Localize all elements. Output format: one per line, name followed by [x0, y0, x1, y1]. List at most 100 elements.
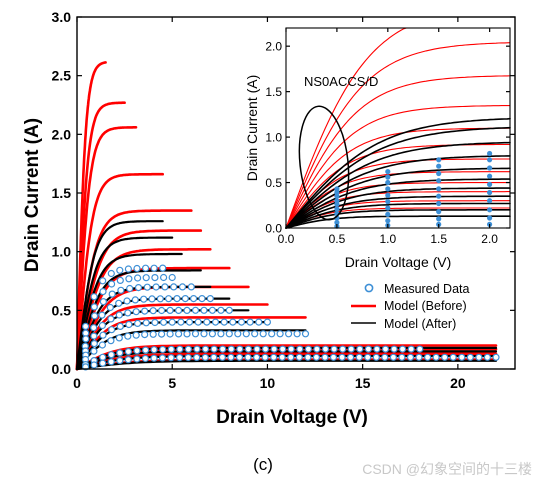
measured-point: [229, 318, 237, 326]
measured-point: [126, 284, 134, 293]
measured-point: [330, 345, 338, 353]
measured-point: [117, 286, 125, 294]
measured-point: [270, 353, 278, 361]
legend-label-model-after: Model (After): [384, 317, 456, 331]
model-after-curve: [75, 220, 164, 371]
measured-point: [150, 354, 158, 362]
measured-point: [208, 306, 216, 314]
measured-point: [385, 192, 391, 198]
measured-point: [184, 345, 192, 353]
model-after-curve: [285, 126, 511, 229]
measured-point: [210, 345, 218, 353]
measured-point: [385, 218, 391, 224]
measured-point: [385, 205, 391, 211]
measured-point: [133, 355, 141, 363]
model-before-curve: [285, 105, 511, 229]
measured-point: [190, 295, 198, 303]
y-tick-label: 2.0: [265, 40, 282, 54]
measured-point: [364, 353, 372, 361]
legend-label-model-before: Model (Before): [384, 299, 467, 313]
measured-point: [385, 179, 391, 186]
measured-point: [159, 345, 167, 354]
measured-point: [237, 318, 246, 326]
measured-point: [385, 186, 391, 192]
measured-point: [211, 318, 220, 326]
measured-point: [436, 163, 442, 169]
measured-point: [124, 348, 132, 356]
measured-point: [253, 353, 261, 361]
measured-point: [106, 303, 114, 312]
measured-point: [334, 206, 340, 212]
measured-point: [198, 295, 206, 303]
measured-point: [150, 264, 158, 272]
measured-point: [487, 198, 493, 204]
measured-point: [415, 353, 423, 361]
x-tick-label: 20: [450, 375, 466, 391]
measured-point: [142, 319, 150, 327]
model-after-curve: [285, 141, 511, 229]
measured-point: [208, 330, 216, 338]
measured-point: [132, 331, 140, 339]
measured-point: [134, 274, 142, 282]
measured-point: [218, 353, 226, 361]
plot-frame: [285, 27, 511, 229]
model-after-curve: [75, 359, 498, 371]
main-y-axis-label: Drain Current (A): [22, 118, 43, 272]
x-tick-label: 1.5: [430, 232, 447, 246]
model-before-curve: [75, 344, 498, 371]
measured-point: [90, 293, 98, 301]
measured-point: [167, 354, 175, 362]
main-x-axis-label: Drain Voltage (V): [216, 407, 368, 428]
measured-point: [124, 356, 132, 364]
measured-point: [225, 306, 233, 314]
measured-point: [487, 215, 493, 221]
measured-point: [115, 299, 123, 307]
main-axes: [76, 16, 516, 370]
inset-tick-labels: 0.0 0.5 1.0 1.5 2.0 0.0 0.5 1.0 1.5 2.0: [265, 40, 498, 246]
measured-point: [355, 353, 363, 361]
measured-point: [176, 354, 184, 362]
measured-point: [381, 353, 389, 361]
model-before-curve: [75, 172, 164, 371]
measured-point: [466, 353, 474, 361]
measured-point: [193, 345, 201, 353]
model-before-curve: [75, 101, 126, 371]
measured-point: [173, 295, 181, 303]
measured-point: [285, 330, 293, 338]
measured-point: [141, 354, 149, 363]
measured-point: [149, 330, 157, 338]
y-tick-label: 3.0: [52, 9, 72, 25]
model-after-curve: [285, 195, 511, 229]
measured-point: [177, 318, 185, 326]
measured-point: [116, 266, 124, 274]
measured-point: [372, 353, 380, 361]
measured-point: [99, 331, 107, 339]
measured-point: [183, 306, 191, 314]
measured-point: [131, 296, 139, 304]
measured-point: [487, 165, 493, 171]
measured-point: [90, 340, 98, 348]
measured-point: [287, 353, 295, 361]
measured-point: [436, 216, 442, 222]
model-after-curve: [285, 202, 511, 229]
measured-point: [99, 277, 107, 285]
measured-point: [107, 326, 116, 334]
model-after-curve: [75, 252, 183, 371]
measured-point: [178, 283, 187, 291]
inset-plot: 0.0 0.5 1.0 1.5 2.0 0.0 0.5 1.0 1.5 2.0 NS0ACCS/D…: [244, 27, 511, 270]
measured-point: [487, 173, 493, 179]
inset-y-axis-label: Drain Current (A): [244, 75, 260, 182]
measured-point: [200, 306, 208, 314]
measured-point: [167, 345, 175, 353]
model-after-curve: [285, 167, 511, 229]
measured-point: [407, 345, 415, 353]
measured-point: [176, 345, 184, 353]
measured-point: [152, 283, 160, 291]
measured-point: [133, 347, 141, 355]
watermark: CSDN @幻象空间的十三楼: [362, 461, 532, 477]
measured-point: [304, 345, 312, 353]
measured-point: [185, 318, 194, 326]
inset-annotation: NS0ACCS/D: [304, 74, 378, 89]
measured-point: [227, 345, 235, 353]
measured-point: [270, 345, 278, 353]
